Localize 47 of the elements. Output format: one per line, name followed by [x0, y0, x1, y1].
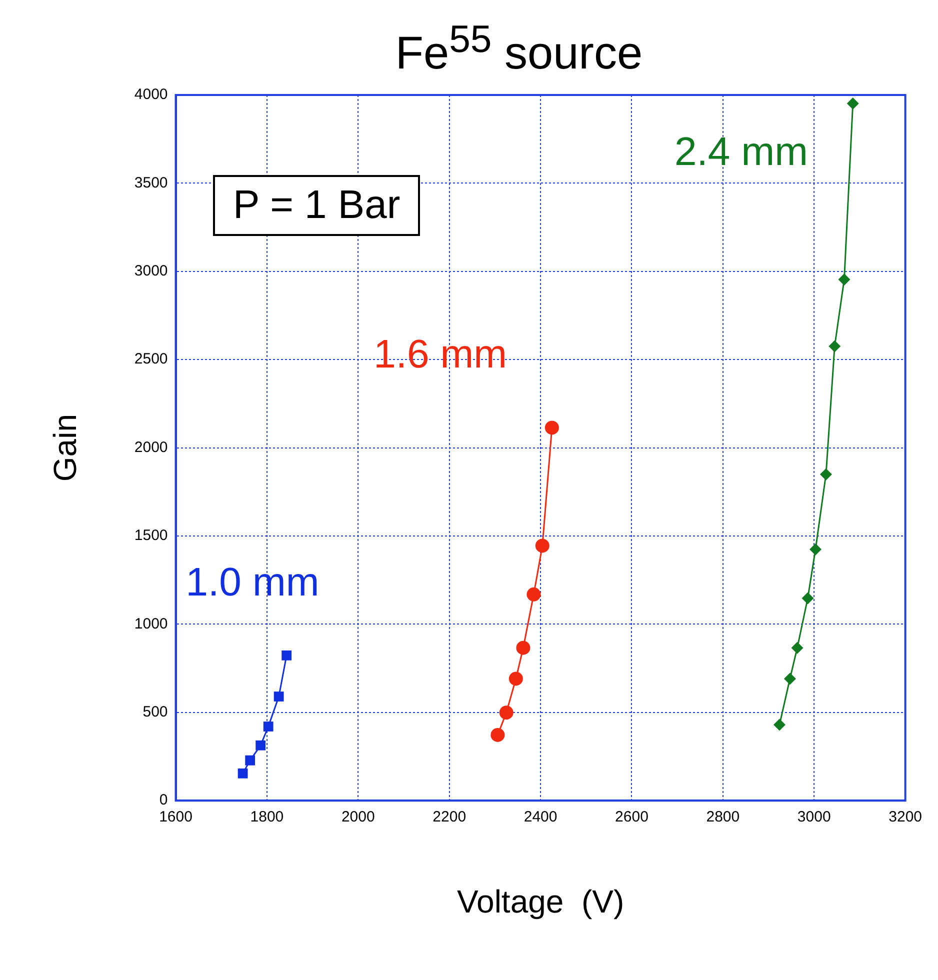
point	[256, 740, 266, 750]
x-tick-label: 1600	[159, 808, 192, 826]
y-tick-label: 4000	[134, 86, 168, 104]
y-tick-label: 1500	[134, 527, 168, 544]
point	[828, 340, 841, 352]
point	[499, 706, 514, 720]
y-tick-label: 0	[159, 792, 168, 809]
x-tick-label: 1800	[250, 808, 284, 826]
series-label: 1.6 mm	[374, 332, 507, 377]
point	[544, 420, 559, 435]
point	[516, 640, 530, 655]
y-tick-label: 1000	[134, 615, 168, 632]
x-tick-label: 2800	[706, 808, 740, 826]
series-label: 1.0 mm	[186, 560, 320, 604]
y-tick-label: 2000	[134, 438, 168, 456]
x-tick-label: 2000	[341, 808, 375, 826]
point	[791, 642, 804, 654]
series-label: 2.4 mm	[674, 130, 808, 174]
point	[535, 538, 550, 553]
y-axis-title: Gain	[47, 414, 84, 482]
point	[773, 718, 786, 731]
y-tick-label: 500	[142, 704, 168, 721]
point	[245, 755, 256, 766]
point	[784, 672, 796, 685]
annotation: P = 1 Bar	[213, 175, 420, 236]
point	[238, 768, 248, 778]
y-tick-label: 2500	[134, 350, 168, 368]
point	[809, 543, 822, 556]
x-axis-title: Voltage (V)	[456, 884, 624, 920]
point	[490, 728, 505, 742]
point	[526, 587, 541, 602]
x-tick-label: 2400	[524, 808, 558, 826]
x-tick-label: 3200	[888, 808, 922, 826]
point	[508, 672, 523, 686]
point	[820, 468, 832, 480]
point	[846, 97, 859, 110]
point	[802, 592, 814, 604]
point	[263, 722, 274, 732]
y-tick-label: 3500	[134, 174, 168, 192]
point	[838, 274, 850, 286]
x-tick-label: 2600	[615, 808, 648, 826]
chart-title: Fe$^{55}$ source	[394, 17, 644, 78]
point	[274, 692, 284, 702]
x-tick-label: 3000	[797, 808, 831, 826]
y-tick-label: 3000	[134, 262, 168, 280]
point	[282, 650, 292, 660]
x-tick-label: 2200	[432, 808, 466, 826]
